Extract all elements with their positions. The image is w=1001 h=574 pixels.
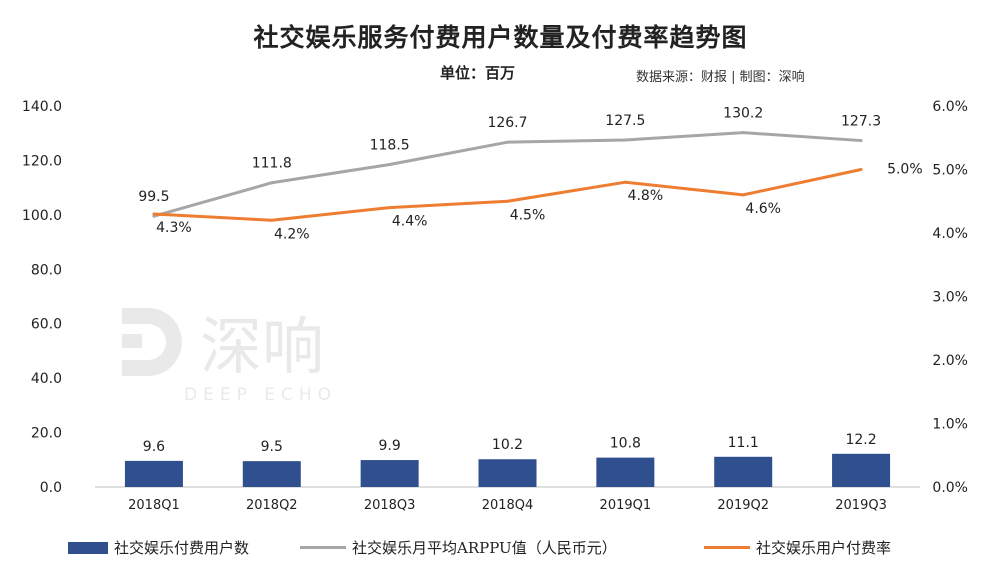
right-axis-tick: 5.0% xyxy=(932,163,968,179)
left-axis-tick: 60.0 xyxy=(31,317,62,333)
arppu-point xyxy=(741,131,745,135)
x-axis-tick: 2018Q3 xyxy=(364,498,416,513)
legend-swatch-bars xyxy=(68,541,108,554)
x-axis-tick: 2019Q3 xyxy=(835,498,887,513)
rate-data-label: 4.4% xyxy=(392,214,428,230)
rate-point xyxy=(152,212,156,216)
bar-data-label: 11.1 xyxy=(728,435,759,451)
bar-data-label: 10.8 xyxy=(610,436,641,452)
left-axis-tick: 120.0 xyxy=(22,153,62,169)
bar xyxy=(242,461,301,487)
rate-point xyxy=(506,199,509,203)
rate-data-label: 4.8% xyxy=(628,188,664,204)
watermark-logo: 深响 DEEP ECHO xyxy=(122,308,337,405)
legend-swatch-rate xyxy=(704,546,750,549)
rate-data-label: 4.2% xyxy=(274,226,310,242)
watermark-subtitle: DEEP ECHO xyxy=(184,385,337,405)
arppu-point xyxy=(623,138,627,142)
arppu-point xyxy=(388,163,392,167)
x-axis-tick: 2019Q1 xyxy=(600,498,652,513)
bar-data-label: 10.2 xyxy=(492,437,523,453)
bar xyxy=(596,457,655,487)
legend-item-bars: 社交娱乐付费用户数 xyxy=(68,537,249,558)
arppu-data-label: 126.7 xyxy=(487,115,527,131)
rate-point xyxy=(859,168,863,171)
left-axis-tick: 100.0 xyxy=(22,208,62,224)
bar xyxy=(478,459,537,487)
left-axis-tick: 80.0 xyxy=(31,262,62,278)
legend-label-bars: 社交娱乐付费用户数 xyxy=(114,539,250,557)
right-axis-tick: 2.0% xyxy=(932,353,968,369)
source-note: 数据来源：财报 | 制图：深响 xyxy=(636,70,805,85)
arppu-data-label: 127.3 xyxy=(841,114,881,130)
chart-title: 社交娱乐服务付费用户数量及付费率趋势图 xyxy=(253,23,748,52)
bar-data-label: 9.5 xyxy=(261,439,283,455)
legend-label-rate: 社交娱乐用户付费率 xyxy=(756,539,892,557)
bar xyxy=(714,456,773,487)
x-axis-tick: 2018Q4 xyxy=(482,498,534,513)
arppu-data-label: 111.8 xyxy=(252,156,292,172)
bar xyxy=(360,460,419,487)
right-axis-tick: 1.0% xyxy=(932,417,968,433)
legend-item-arppu: 社交娱乐月平均ARPPU值（人民币元） xyxy=(300,537,617,558)
arppu-data-label: 130.2 xyxy=(723,106,763,122)
bar xyxy=(124,460,183,487)
rate-point xyxy=(623,180,627,184)
left-axis-tick: 0.0 xyxy=(40,480,62,496)
rate-point xyxy=(741,193,745,197)
legend-label-arppu: 社交娱乐月平均ARPPU值（人民币元） xyxy=(352,539,617,557)
unit-label: 单位：百万 xyxy=(440,64,516,82)
x-axis-tick: 2019Q2 xyxy=(717,498,769,513)
arppu-data-label: 118.5 xyxy=(370,138,410,154)
arppu-data-label: 127.5 xyxy=(605,113,645,129)
right-axis-tick: 6.0% xyxy=(932,99,968,115)
arppu-point xyxy=(859,139,863,143)
rate-data-label: 4.6% xyxy=(745,201,781,217)
rate-data-label: 5.0% xyxy=(887,162,923,178)
watermark-brand: 深响 xyxy=(200,310,324,383)
bar-data-label: 9.6 xyxy=(143,439,165,455)
bar-data-label: 12.2 xyxy=(845,432,876,448)
rate-point xyxy=(388,206,392,210)
legend-item-rate: 社交娱乐用户付费率 xyxy=(704,537,891,558)
x-axis-tick: 2018Q1 xyxy=(128,498,180,513)
x-axis-tick: 2018Q2 xyxy=(246,498,298,513)
right-axis-tick: 3.0% xyxy=(932,290,968,306)
arppu-point xyxy=(506,140,509,144)
bar xyxy=(832,453,891,487)
left-axis-tick: 40.0 xyxy=(31,371,62,387)
left-axis-tick: 140.0 xyxy=(22,99,62,115)
right-axis-tick: 0.0% xyxy=(932,480,968,496)
left-axis-tick: 20.0 xyxy=(31,426,62,442)
legend: 社交娱乐付费用户数 社交娱乐月平均ARPPU值（人民币元） 社交娱乐用户付费率 xyxy=(0,537,1001,561)
arppu-point xyxy=(270,181,274,185)
bar-data-label: 9.9 xyxy=(379,438,401,454)
rate-data-label: 4.3% xyxy=(156,220,192,236)
right-axis-tick: 4.0% xyxy=(932,226,968,242)
arppu-data-label: 99.5 xyxy=(138,189,169,205)
rate-point xyxy=(270,218,274,222)
legend-swatch-arppu xyxy=(300,546,346,549)
rate-data-label: 4.5% xyxy=(510,207,546,223)
